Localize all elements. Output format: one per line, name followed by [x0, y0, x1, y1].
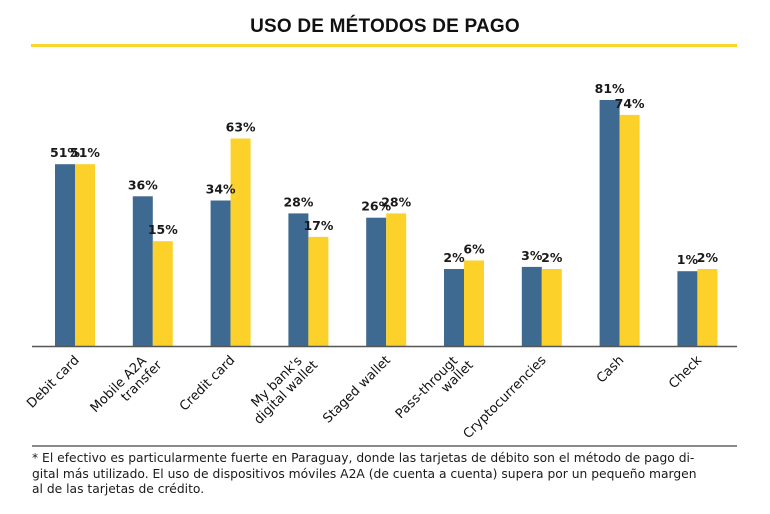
- data-label: 2%: [697, 250, 719, 265]
- data-label: 17%: [303, 218, 333, 233]
- data-label: 36%: [128, 177, 158, 192]
- bar-series-2: [619, 114, 640, 347]
- tick-label: Cash: [594, 353, 627, 386]
- bar-series-1: [677, 271, 698, 346]
- tick-label: Credit card: [177, 353, 238, 414]
- footnote: * El efectivo es particularmente fuerte …: [32, 451, 742, 498]
- data-label: 15%: [148, 222, 178, 237]
- bar-series-1: [521, 266, 542, 346]
- data-label: 74%: [615, 96, 645, 111]
- data-label: 6%: [463, 242, 485, 257]
- bar-series-2: [308, 236, 329, 346]
- bar-series-1: [210, 200, 231, 346]
- data-label: 63%: [226, 120, 256, 135]
- data-label: 26%: [361, 199, 391, 214]
- category-label: Staged wallet: [320, 353, 393, 426]
- data-label: 34%: [206, 182, 236, 197]
- tick-label: Check: [666, 353, 705, 392]
- data-label: 28%: [381, 194, 411, 209]
- bar-series-2: [386, 213, 407, 346]
- bar-series-1: [55, 164, 75, 346]
- chart-title: USO DE MÉTODOS DE PAGO: [250, 16, 520, 37]
- bar-series-2: [464, 260, 484, 346]
- bar-series-1: [444, 269, 464, 346]
- data-label: 28%: [283, 194, 313, 209]
- bar-series-2: [697, 269, 718, 346]
- category-label: Check: [666, 353, 705, 392]
- bar-series-2: [541, 269, 562, 346]
- data-label: 2%: [443, 250, 465, 265]
- bar-series-2: [75, 164, 95, 346]
- bar-series-1: [599, 100, 620, 346]
- data-label: 81%: [595, 81, 625, 96]
- tick-label: Debit card: [24, 353, 82, 411]
- footnote-line: gital más utilizado. El uso de dispositi…: [32, 466, 697, 481]
- bar-series-1: [132, 196, 153, 346]
- footnote-line: * El efectivo es particularmente fuerte …: [32, 451, 695, 465]
- bar-series-1: [366, 217, 387, 346]
- category-label: Debit card: [24, 353, 82, 411]
- bar-series-2: [230, 138, 251, 346]
- data-label: 51%: [70, 145, 100, 160]
- data-label: 1%: [677, 252, 699, 267]
- title-underline: [31, 44, 737, 47]
- bar-series-1: [288, 213, 309, 346]
- data-label: 2%: [541, 250, 563, 265]
- data-label: 51%: [50, 145, 80, 160]
- footnote-divider: [32, 445, 737, 447]
- category-label: Credit card: [177, 353, 238, 414]
- bar-series-2: [152, 241, 173, 346]
- data-label: 3%: [521, 248, 543, 263]
- tick-label: Staged wallet: [320, 353, 393, 426]
- category-label: Cash: [594, 353, 627, 386]
- footnote-line: al de las tarjetas de crédito.: [32, 482, 205, 496]
- bar-chart: 51%51%36%15%34%63%28%17%26%28%2%6% 3%2%81…: [24, 81, 737, 442]
